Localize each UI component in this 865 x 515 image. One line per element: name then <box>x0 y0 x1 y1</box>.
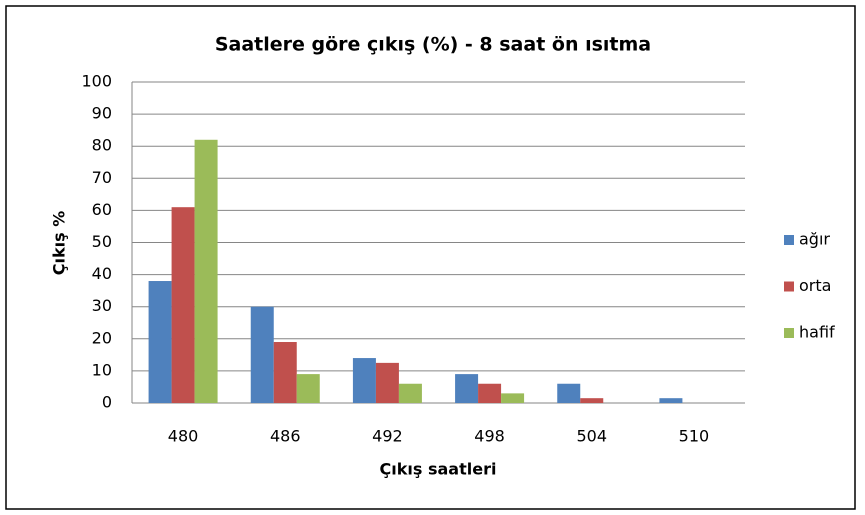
y-tick-label: 0 <box>102 393 112 412</box>
y-tick-label: 70 <box>92 168 112 187</box>
legend-label: hafif <box>799 323 835 342</box>
bar <box>250 306 274 403</box>
legend-label: orta <box>799 276 831 295</box>
bar <box>352 358 376 403</box>
y-tick-label: 10 <box>92 360 112 379</box>
y-tick-label: 20 <box>92 328 112 347</box>
y-tick-label: 40 <box>92 264 112 283</box>
bar <box>375 362 399 403</box>
bar <box>455 374 479 403</box>
bar <box>273 342 297 403</box>
bar <box>557 383 581 403</box>
bar <box>398 383 422 403</box>
x-tick-label: 480 <box>168 427 199 446</box>
bar <box>171 207 195 403</box>
y-tick-label: 50 <box>92 232 112 251</box>
legend-swatch <box>784 235 794 245</box>
y-tick-label: 80 <box>92 136 112 155</box>
bar <box>659 398 683 403</box>
bar <box>148 281 172 403</box>
y-tick-label: 100 <box>81 72 112 91</box>
y-tick-label: 60 <box>92 200 112 219</box>
chart-title: Saatlere göre çıkış (%) - 8 saat ön ısıt… <box>215 34 651 56</box>
x-tick-label: 504 <box>576 427 607 446</box>
bar <box>580 398 604 403</box>
x-tick-label: 492 <box>372 427 403 446</box>
chart-frame <box>5 5 856 510</box>
legend-swatch <box>784 328 794 338</box>
x-tick-label: 486 <box>270 427 301 446</box>
bar <box>501 393 525 403</box>
y-tick-label: 90 <box>92 104 112 123</box>
x-axis-label: Çıkış saatleri <box>380 460 497 479</box>
bar <box>478 383 502 403</box>
y-axis-label: Çıkış % <box>50 211 69 275</box>
x-tick-label: 510 <box>679 427 710 446</box>
legend-label: ağır <box>799 230 830 249</box>
x-tick-label: 498 <box>474 427 505 446</box>
y-tick-label: 30 <box>92 296 112 315</box>
bar <box>296 374 320 403</box>
legend-swatch <box>784 281 794 292</box>
bar <box>194 139 218 403</box>
